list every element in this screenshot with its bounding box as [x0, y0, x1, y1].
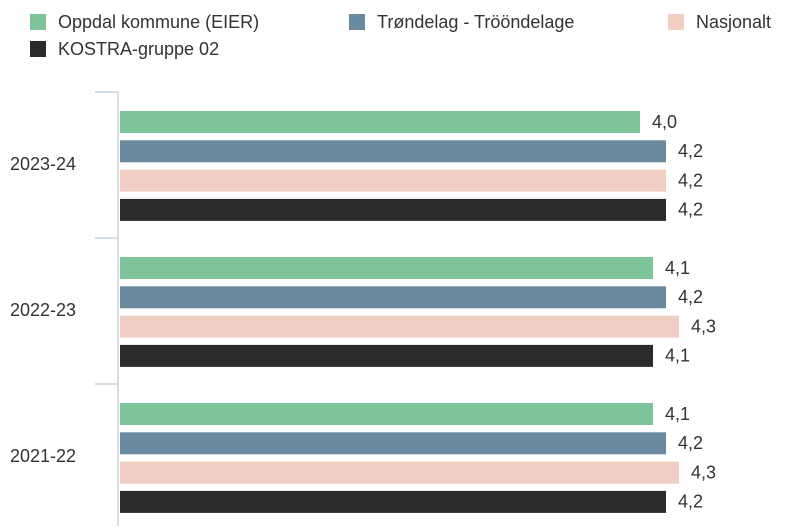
legend-swatch	[30, 41, 46, 57]
value-label: 4,1	[665, 404, 690, 424]
bar	[120, 403, 653, 425]
value-label: 4,3	[691, 316, 716, 336]
value-label: 4,1	[665, 258, 690, 278]
bar	[120, 344, 653, 367]
bar	[120, 315, 679, 338]
bar	[120, 286, 666, 309]
value-label: 4,2	[678, 170, 703, 190]
bar	[120, 490, 666, 513]
legend-label: Trøndelag - Trööndelage	[377, 12, 574, 32]
bar	[120, 169, 666, 192]
bar	[120, 111, 640, 133]
value-label: 4,3	[691, 462, 716, 482]
bar	[120, 257, 653, 279]
y-tick-label: 2021-22	[10, 446, 76, 466]
value-label: 4,0	[652, 112, 677, 132]
y-tick-label: 2023-24	[10, 154, 76, 174]
legend-swatch	[30, 14, 46, 30]
legend-label: Oppdal kommune (EIER)	[58, 12, 259, 32]
legend-label: KOSTRA-gruppe 02	[58, 39, 219, 59]
legend-label: Nasjonalt	[696, 12, 771, 32]
value-label: 4,2	[678, 492, 703, 512]
bar	[120, 198, 666, 221]
value-label: 4,1	[665, 346, 690, 366]
legend-swatch	[668, 14, 684, 30]
bar	[120, 461, 679, 484]
value-label: 4,2	[678, 433, 703, 453]
value-label: 4,2	[678, 287, 703, 307]
value-label: 4,2	[678, 200, 703, 220]
y-tick-label: 2022-23	[10, 300, 76, 320]
bar	[120, 432, 666, 455]
value-label: 4,2	[678, 141, 703, 161]
bar	[120, 140, 666, 163]
legend-swatch	[349, 14, 365, 30]
